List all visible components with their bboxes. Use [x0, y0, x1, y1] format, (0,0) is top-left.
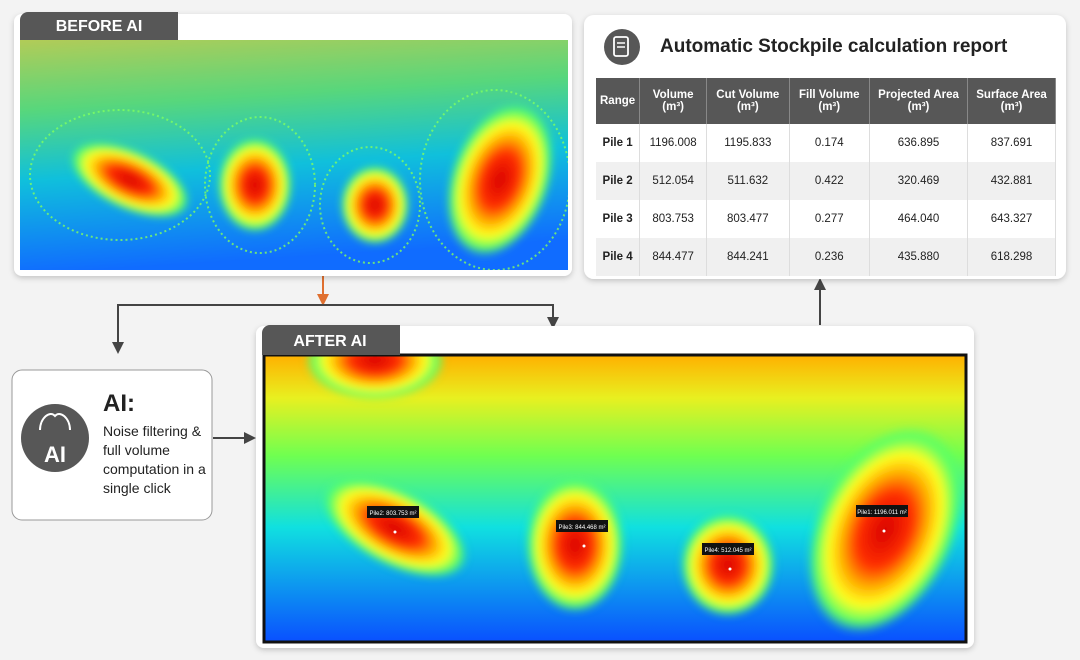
pile-labels: Pile2: 803.753 m² Pile3: 844.468 m² Pile4:…	[367, 505, 908, 571]
ai-title: AI:	[103, 390, 135, 417]
table-cell: Pile 3	[596, 200, 641, 238]
table-cell: 0.422	[789, 162, 870, 200]
table-cell: 435.880	[869, 238, 969, 276]
table-row: Pile 3 803.753 803.477 0.277 464.040 643.327	[596, 200, 1056, 238]
before-tab	[20, 12, 178, 40]
ai-icon-label: AI	[44, 442, 66, 467]
pile-label: Pile1: 1196.011 m²	[857, 510, 906, 516]
column-header: Volume (m³)	[639, 78, 708, 124]
table-cell: 636.895	[869, 124, 969, 162]
pile-label-box	[702, 543, 754, 555]
table-cell: 464.040	[869, 200, 969, 238]
after-tab-label: AFTER AI	[293, 333, 366, 350]
column-header: Cut Volume (m³)	[706, 78, 790, 124]
column-header: Range	[596, 78, 641, 124]
table-cell: Pile 2	[596, 162, 641, 200]
table-cell: 512.054	[639, 162, 708, 200]
before-tab-label: BEFORE AI	[56, 18, 143, 35]
pile-label-box	[367, 506, 419, 518]
pile-marker	[393, 530, 397, 534]
table-cell: 837.691	[967, 124, 1056, 162]
table-cell: 0.174	[789, 124, 870, 162]
pile-label: Pile2: 803.753 m²	[369, 511, 416, 517]
table-cell: 1195.833	[706, 124, 790, 162]
ai-text: Noise filtering & full volume computatio…	[103, 423, 206, 496]
pile-label: Pile4: 512.045 m²	[704, 548, 751, 554]
after-heatmap	[264, 355, 966, 642]
report-table: Range Volume (m³) Cut Volume (m³) Fill Volu…	[596, 78, 1056, 276]
table-cell: 511.632	[706, 162, 790, 200]
table-row: Pile 2 512.054 511.632 0.422 320.469 432.881	[596, 162, 1056, 200]
ai-icon	[21, 404, 89, 472]
table-cell: 844.477	[639, 238, 708, 276]
table-row: Pile 1 1196.008 1195.833 0.174 636.895 837.69…	[596, 124, 1056, 162]
table-cell: 1196.008	[639, 124, 708, 162]
column-header: Surface Area (m³)	[967, 78, 1056, 124]
pile-label-box	[856, 505, 908, 517]
connectors	[112, 276, 826, 444]
pile-marker	[582, 544, 586, 548]
table-cell: Pile 1	[596, 124, 641, 162]
table-row: Pile 4 844.477 844.241 0.236 435.880 618.298	[596, 238, 1056, 276]
table-cell: 320.469	[869, 162, 969, 200]
pile-label: Pile3: 844.468 m²	[558, 525, 605, 531]
before-heatmap	[20, 40, 568, 270]
report-title: Automatic Stockpile calculation report	[660, 36, 1008, 57]
table-cell: 0.277	[789, 200, 870, 238]
table-cell: 643.327	[967, 200, 1056, 238]
column-header: Fill Volume (m³)	[789, 78, 870, 124]
table-cell: 803.753	[639, 200, 708, 238]
after-tab	[262, 325, 400, 355]
table-cell: Pile 4	[596, 238, 641, 276]
column-header: Projected Area (m³)	[869, 78, 969, 124]
pile-label-box	[556, 520, 608, 532]
table-cell: 844.241	[706, 238, 790, 276]
table-cell: 0.236	[789, 238, 870, 276]
pile-marker	[882, 529, 886, 533]
table-cell: 618.298	[967, 238, 1056, 276]
table-cell: 432.881	[967, 162, 1056, 200]
table-cell: 803.477	[706, 200, 790, 238]
pile-marker	[728, 567, 732, 571]
